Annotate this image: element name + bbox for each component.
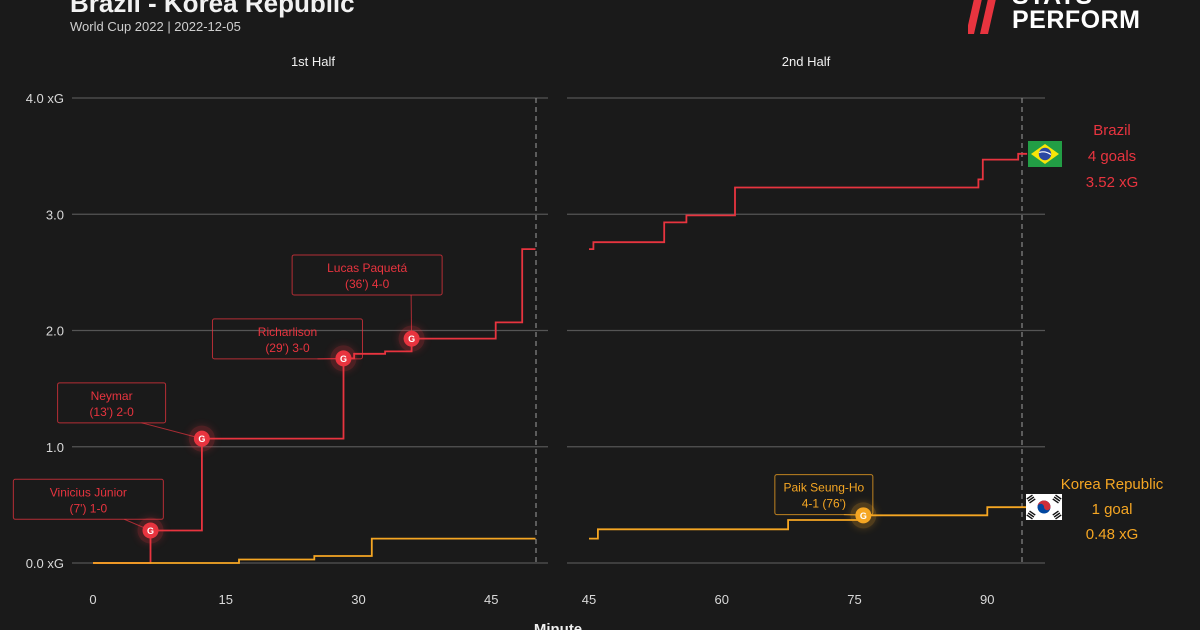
summary-korea-line-2: 1 goal bbox=[1092, 501, 1133, 518]
y-tick-label: 0.0 xG bbox=[26, 556, 64, 571]
trigram-bar bbox=[1055, 494, 1062, 500]
x-tick-label: 60 bbox=[715, 592, 729, 607]
goal-marker-letter: G bbox=[147, 526, 154, 536]
goal-detail-label: (29') 3-0 bbox=[265, 341, 310, 355]
goal-scorer-label: Neymar bbox=[91, 389, 133, 403]
x-axis-label: Minute bbox=[534, 621, 582, 630]
x-tick-label: 15 bbox=[219, 592, 233, 607]
trigram-bar bbox=[1055, 514, 1062, 520]
goal-marker-letter: G bbox=[198, 434, 205, 444]
trigram-bar bbox=[1053, 496, 1061, 502]
goal-detail-label: (7') 1-0 bbox=[70, 501, 108, 515]
goal-scorer-label: Vinicius Júnior bbox=[50, 485, 127, 499]
goal-marker-letter: G bbox=[340, 354, 347, 364]
x-tick-label: 0 bbox=[89, 592, 96, 607]
stats-perform-logo: STATS PERFORM bbox=[968, 0, 1158, 40]
x-tick-label: 45 bbox=[484, 592, 498, 607]
flag-band bbox=[1039, 151, 1052, 156]
logo-slash-icon bbox=[968, 0, 996, 34]
goal-marker bbox=[193, 430, 210, 447]
goal-scorer-label: Paik Seung-Ho bbox=[783, 481, 864, 495]
goal-detail-label: 4-1 (76') bbox=[802, 497, 846, 511]
goal-marker bbox=[855, 507, 872, 524]
goal-label-box bbox=[211, 318, 363, 360]
flag-trigram bbox=[1026, 494, 1036, 504]
goal-scorer-label: Richarlison bbox=[258, 325, 317, 339]
brazil-flag-icon bbox=[1028, 141, 1062, 167]
trigram-bar bbox=[1026, 494, 1033, 500]
flag-trigram bbox=[1052, 494, 1062, 504]
goal-detail-label: (13') 2-0 bbox=[89, 405, 134, 419]
logo-line-2: PERFORM bbox=[1012, 6, 1141, 34]
summary-brazil-line-1: Brazil bbox=[1093, 122, 1131, 139]
series-line-korea-half-2 bbox=[589, 506, 1028, 540]
trigram-bar bbox=[1052, 498, 1059, 504]
series-line-brazil-half-2 bbox=[589, 152, 1028, 250]
trigram-bar bbox=[1027, 496, 1035, 502]
y-tick-label: 1.0 bbox=[46, 440, 64, 455]
trigram-bar bbox=[1027, 512, 1035, 518]
chart-subtitle: World Cup 2022 | 2022-12-05 bbox=[70, 19, 241, 34]
summary-korea-line-3: 0.48 xG bbox=[1086, 526, 1139, 543]
y-tick-label: 2.0 bbox=[46, 324, 64, 339]
goal-marker-letter: G bbox=[408, 334, 415, 344]
goal-label-box bbox=[12, 478, 164, 520]
goal-label-box bbox=[774, 474, 874, 516]
y-tick-label: 3.0 bbox=[46, 207, 64, 222]
trigram-bar bbox=[1053, 512, 1061, 518]
series-line-korea-half-1 bbox=[93, 537, 536, 564]
trigram-bar bbox=[1052, 510, 1059, 516]
trigram-bar bbox=[1026, 514, 1033, 520]
summary-brazil-line-2: 4 goals bbox=[1088, 148, 1136, 165]
chart-title: Brazil - Korea Republic bbox=[70, 0, 355, 18]
x-tick-label: 30 bbox=[351, 592, 365, 607]
trigram-bar bbox=[1029, 510, 1036, 516]
summary-korea-line-1: Korea Republic bbox=[1061, 476, 1164, 493]
x-tick-label: 75 bbox=[847, 592, 861, 607]
goal-label-box bbox=[291, 254, 443, 296]
series-line-brazil-half-1 bbox=[93, 248, 536, 564]
logo-line-1: STATS bbox=[1012, 0, 1141, 9]
goal-marker bbox=[335, 350, 352, 367]
korea-flag-icon bbox=[1026, 494, 1062, 520]
panel-title-1: 1st Half bbox=[291, 54, 335, 69]
flag-trigram bbox=[1052, 510, 1062, 520]
flag-taeguk-red bbox=[1037, 500, 1051, 511]
goal-detail-label: (36') 4-0 bbox=[345, 277, 390, 291]
x-tick-label: 45 bbox=[582, 592, 596, 607]
trigram-bar bbox=[1029, 498, 1036, 504]
panel-title-2: 2nd Half bbox=[782, 54, 831, 69]
flag-trigram bbox=[1026, 510, 1036, 520]
x-tick-label: 90 bbox=[980, 592, 994, 607]
goal-label-box bbox=[57, 382, 167, 424]
logo-wordmark: STATS PERFORM bbox=[1012, 0, 1141, 34]
goal-marker bbox=[142, 522, 159, 539]
y-tick-label: 4.0 xG bbox=[26, 91, 64, 106]
goal-scorer-label: Lucas Paquetá bbox=[327, 261, 407, 275]
goal-marker bbox=[403, 330, 420, 347]
summary-brazil-line-3: 3.52 xG bbox=[1086, 174, 1139, 191]
goal-marker-letter: G bbox=[860, 511, 867, 521]
flag-globe bbox=[1038, 147, 1052, 161]
